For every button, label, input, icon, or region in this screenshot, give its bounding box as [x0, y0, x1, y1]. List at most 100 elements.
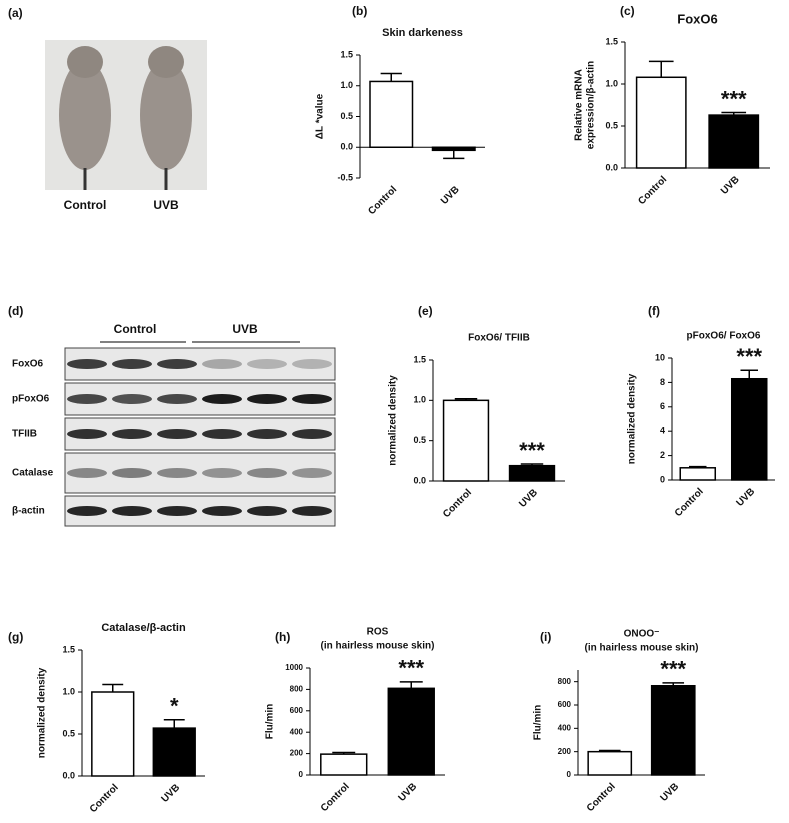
mouse-body: [140, 60, 192, 170]
y-tick-label: 0.5: [340, 111, 353, 121]
blot-band: [112, 429, 152, 439]
blot-band: [247, 506, 287, 516]
y-axis-label: Flu/min: [533, 705, 544, 741]
bar: [442, 399, 490, 482]
y-tick-label: 800: [290, 685, 304, 694]
blot-strip: [64, 452, 336, 494]
blot-band: [202, 468, 242, 478]
chart-title: (in hairless mouse skin): [321, 641, 435, 652]
y-tick-label: 0.0: [605, 162, 618, 172]
blot-band: [247, 394, 287, 404]
bar: [91, 691, 135, 777]
blot-group-label: Control: [114, 322, 157, 336]
y-axis-label: normalized density: [627, 373, 638, 464]
y-tick-label: 400: [290, 727, 304, 736]
bar: [730, 377, 768, 481]
y-tick-label: 0.0: [62, 770, 75, 780]
y-tick-label: 8: [660, 377, 665, 387]
bar: [650, 685, 696, 776]
blot-band: [112, 359, 152, 369]
panel-label: (f): [648, 304, 660, 318]
blot-row-label: FoxO6: [12, 359, 44, 370]
y-tick-label: 800: [558, 677, 572, 686]
y-tick-label: 4: [660, 426, 665, 436]
blot-row-label: pFoxO6: [12, 394, 50, 405]
y-tick-label: 1000: [285, 663, 303, 672]
blot-band: [292, 468, 332, 478]
y-tick-label: 10: [655, 352, 665, 362]
blot-band: [112, 468, 152, 478]
bar: [679, 467, 717, 481]
bar: [587, 750, 633, 776]
panel-label: (d): [8, 304, 23, 318]
blot-band: [247, 429, 287, 439]
y-tick-label: 1.5: [605, 36, 618, 46]
panel-label: (c): [620, 4, 635, 18]
blot-strip: [64, 495, 336, 527]
mouse-head: [67, 46, 103, 78]
blot-band: [67, 359, 107, 369]
y-tick-label: 0.0: [413, 475, 426, 485]
panel-label: (b): [352, 4, 367, 18]
blot-band: [292, 359, 332, 369]
y-axis-label: normalized density: [388, 375, 399, 466]
y-tick-label: 0: [660, 474, 665, 484]
y-tick-label: 1.0: [62, 686, 75, 696]
blot-band: [157, 506, 197, 516]
bar: [635, 76, 687, 169]
blot-strip: [64, 417, 336, 451]
panel-label: (g): [8, 630, 23, 644]
y-axis-label: ΔL *value: [315, 93, 326, 139]
y-tick-label: 6: [660, 401, 665, 411]
y-tick-label: 600: [558, 700, 572, 709]
bar: [508, 464, 556, 482]
blot-strip: [64, 347, 336, 381]
blot-strip: [64, 382, 336, 416]
y-axis-label: expression/β-actin: [586, 61, 597, 149]
blot-row-label: Catalase: [12, 468, 54, 479]
blot-band: [292, 394, 332, 404]
blot-band: [157, 468, 197, 478]
y-tick-label: 1.0: [340, 80, 353, 90]
significance: *: [170, 694, 179, 719]
blot-row-label: TFIIB: [12, 429, 37, 440]
y-tick-label: 0.5: [62, 728, 75, 738]
blot-band: [202, 394, 242, 404]
y-tick-label: 1.0: [605, 78, 618, 88]
blot-band: [157, 429, 197, 439]
blot-band: [67, 394, 107, 404]
y-axis-label: normalized density: [37, 667, 48, 758]
bar: [708, 114, 760, 169]
y-tick-label: 200: [290, 749, 304, 758]
y-tick-label: 0.5: [605, 120, 618, 130]
chart-title: pFoxO6/ FoxO6: [687, 331, 761, 342]
photo-label: UVB: [153, 198, 179, 212]
blot-band: [292, 506, 332, 516]
blot-band: [292, 429, 332, 439]
chart-title: FoxO6/ TFIIB: [468, 333, 530, 344]
y-tick-label: 1.0: [413, 395, 426, 405]
significance: ***: [519, 438, 545, 463]
chart-title: FoxO6: [677, 11, 717, 26]
y-tick-label: 1.5: [340, 49, 353, 59]
chart-title: Catalase/β-actin: [101, 622, 186, 634]
mouse-head: [148, 46, 184, 78]
y-axis-label: Flu/min: [265, 704, 276, 740]
blot-band: [157, 359, 197, 369]
bar: [387, 687, 435, 776]
y-tick-label: 200: [558, 747, 572, 756]
y-tick-label: 400: [558, 723, 572, 732]
blot-band: [202, 359, 242, 369]
y-tick-label: 600: [290, 706, 304, 715]
y-tick-label: 0: [567, 770, 572, 779]
y-axis-label: Relative mRNA: [574, 69, 585, 141]
y-tick-label: -0.5: [337, 172, 353, 182]
mouse-body: [59, 60, 111, 170]
panel-label: (i): [540, 630, 551, 644]
panel-label: (a): [8, 6, 23, 20]
chart-title: ONOO⁻: [624, 629, 660, 640]
bar: [152, 727, 196, 777]
blot-band: [112, 394, 152, 404]
significance: ***: [660, 657, 686, 682]
